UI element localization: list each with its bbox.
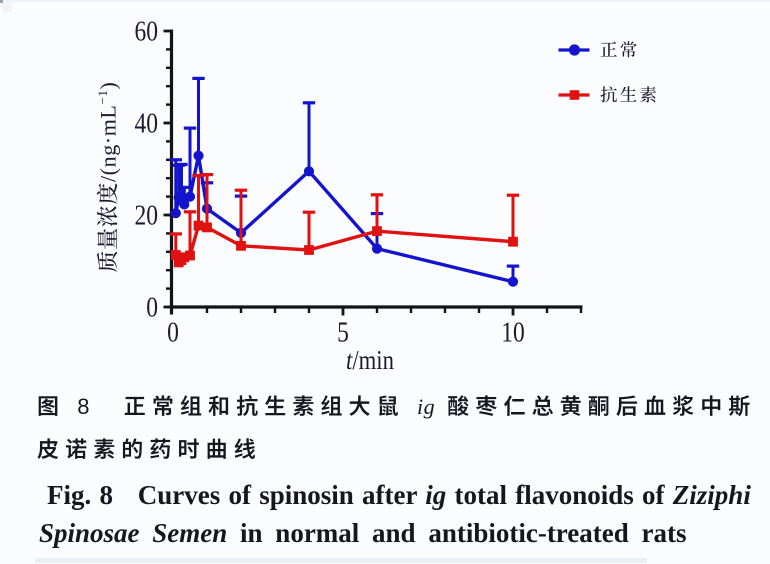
svg-text:20: 20: [134, 199, 158, 230]
svg-text:40: 40: [134, 107, 158, 138]
svg-text:10: 10: [501, 317, 525, 348]
svg-text:60: 60: [134, 15, 158, 46]
svg-text:5: 5: [337, 317, 349, 348]
svg-text:0: 0: [167, 317, 179, 348]
svg-text:抗生素: 抗生素: [600, 82, 659, 107]
svg-text:0: 0: [146, 291, 158, 322]
svg-text:正常: 正常: [600, 37, 639, 62]
